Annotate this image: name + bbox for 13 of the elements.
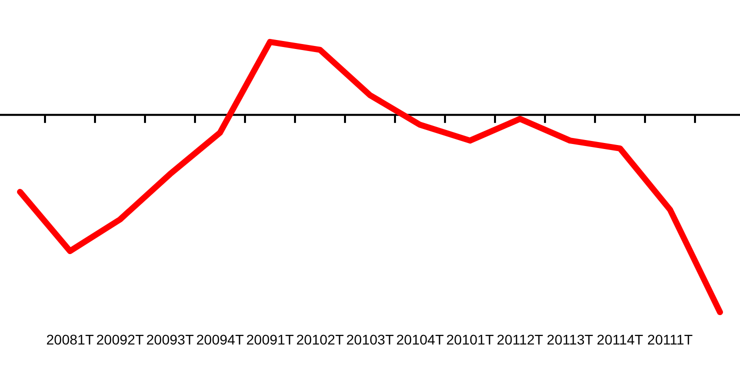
x-tick-label: 20091T [246, 331, 294, 348]
x-tick-label: 20093T [146, 331, 194, 348]
x-tick-label: 20112T [496, 331, 544, 348]
x-tick-label: 20101T [446, 331, 494, 348]
x-tick-label: 20092T [96, 331, 144, 348]
x-tick-label: 20094T [196, 331, 244, 348]
x-tick-label: 20114T [596, 331, 644, 348]
x-tick-label: 20111T [647, 331, 694, 348]
x-tick-label: 20104T [396, 331, 444, 348]
x-tick-label: 20102T [296, 331, 344, 348]
x-tick-label: 20081T [46, 331, 94, 348]
x-tick-label: 20113T [546, 331, 594, 348]
x-tick-label: 20103T [346, 331, 394, 348]
